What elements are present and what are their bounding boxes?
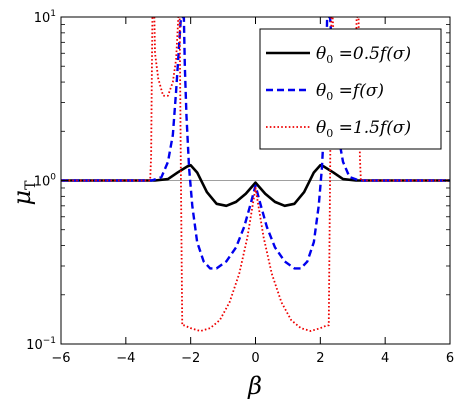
x-tick-label: −6: [51, 351, 70, 366]
legend-label-1: θ0 =0.5f(σ): [316, 44, 411, 66]
y-tick-label: 101: [34, 9, 56, 26]
y-axis-label: μT: [8, 180, 39, 206]
y-tick-label: 100: [34, 173, 57, 190]
legend-label-3: θ0 =1.5f(σ): [316, 118, 411, 140]
series-line-2: [61, 17, 450, 270]
x-tick-label: 0: [251, 351, 259, 366]
legend-label-2: θ0 =f(σ): [316, 81, 384, 103]
series-line-1: [61, 163, 450, 208]
x-tick-label: 2: [316, 351, 324, 366]
x-tick-label: 4: [381, 351, 389, 366]
svg-text:μT: μT: [8, 180, 39, 206]
legend: θ0 =0.5f(σ) θ0 =f(σ) θ0 =1.5f(σ): [259, 28, 442, 150]
x-axis-label: β: [247, 372, 262, 400]
y-tick-label: 10−1: [26, 336, 56, 353]
x-tick-label: −4: [116, 351, 135, 366]
x-tick-label: −2: [181, 351, 200, 366]
x-tick-label: 6: [446, 351, 454, 366]
